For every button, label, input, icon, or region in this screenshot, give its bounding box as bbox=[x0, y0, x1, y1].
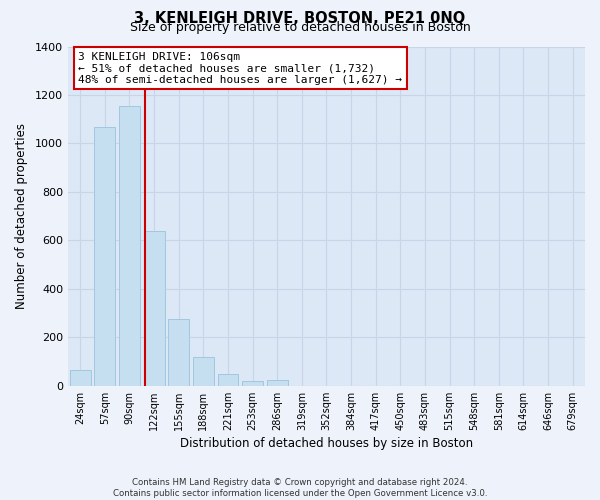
Bar bbox=[218, 374, 238, 386]
Bar bbox=[267, 380, 287, 386]
X-axis label: Distribution of detached houses by size in Boston: Distribution of detached houses by size … bbox=[180, 437, 473, 450]
Bar bbox=[70, 370, 91, 386]
Bar bbox=[119, 106, 140, 386]
Bar bbox=[193, 356, 214, 386]
Text: Size of property relative to detached houses in Boston: Size of property relative to detached ho… bbox=[130, 21, 470, 34]
Text: 3, KENLEIGH DRIVE, BOSTON, PE21 0NQ: 3, KENLEIGH DRIVE, BOSTON, PE21 0NQ bbox=[134, 11, 466, 26]
Bar bbox=[94, 127, 115, 386]
Text: Contains HM Land Registry data © Crown copyright and database right 2024.
Contai: Contains HM Land Registry data © Crown c… bbox=[113, 478, 487, 498]
Bar bbox=[242, 381, 263, 386]
Bar bbox=[168, 319, 189, 386]
Text: 3 KENLEIGH DRIVE: 106sqm
← 51% of detached houses are smaller (1,732)
48% of sem: 3 KENLEIGH DRIVE: 106sqm ← 51% of detach… bbox=[78, 52, 402, 85]
Y-axis label: Number of detached properties: Number of detached properties bbox=[15, 123, 28, 309]
Bar bbox=[143, 231, 164, 386]
